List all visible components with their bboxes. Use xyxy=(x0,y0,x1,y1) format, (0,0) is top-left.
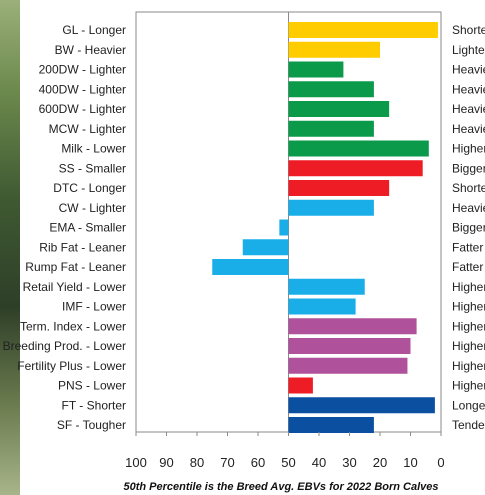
category-label: CW - Lighter xyxy=(59,201,126,215)
direction-label: Heavier xyxy=(452,122,485,136)
direction-label: Bigger xyxy=(452,221,485,235)
direction-label: Fatter xyxy=(452,240,483,254)
x-tick-label: 80 xyxy=(190,455,204,470)
x-tick-label: 60 xyxy=(251,455,265,470)
bar xyxy=(288,377,313,394)
category-label: Milk - Lower xyxy=(61,142,126,156)
x-tick-label: 70 xyxy=(220,455,234,470)
category-label: BW - Heavier xyxy=(55,43,126,57)
x-tick-label: 90 xyxy=(159,455,173,470)
direction-label: Higher xyxy=(452,379,485,393)
left-labels-group: GL - Longer BW - Heavier 200DW - Lighter 40… xyxy=(3,23,126,432)
bar xyxy=(288,278,365,295)
bar xyxy=(288,160,423,177)
bars-group xyxy=(212,22,438,433)
direction-label: Bigger xyxy=(452,161,485,175)
category-label: SF - Tougher xyxy=(57,418,126,432)
category-label: DTC - Longer xyxy=(53,181,126,195)
bar xyxy=(288,41,380,58)
bar xyxy=(288,199,374,216)
direction-label: Higher xyxy=(452,142,485,156)
bar xyxy=(212,259,289,275)
bar xyxy=(288,397,435,414)
x-tick-label: 0 xyxy=(437,455,444,470)
category-label: Term. Index - Lower xyxy=(20,319,126,333)
bar xyxy=(288,338,411,354)
direction-label: Higher xyxy=(452,359,485,373)
direction-label: Shorter xyxy=(452,23,485,37)
category-label: FT - Shorter xyxy=(62,398,126,412)
x-tick-label: 30 xyxy=(342,455,356,470)
background-photo-strip xyxy=(0,0,20,495)
direction-label: Heavier xyxy=(452,102,485,116)
bar xyxy=(288,417,374,433)
category-label: SS - Smaller xyxy=(59,161,126,175)
direction-label: Higher xyxy=(452,339,485,353)
bar xyxy=(288,22,438,38)
x-axis-ticks-group: 100 90 80 70 60 50 40 30 20 10 0 xyxy=(125,432,445,470)
direction-label: Heavier xyxy=(452,63,485,77)
chart-caption: 50th Percentile is the Breed Avg. EBVs f… xyxy=(123,481,438,493)
right-labels-group: Shorter Lighter Heavier Heavier Heavier Heavi… xyxy=(452,23,485,432)
bar xyxy=(288,180,390,196)
direction-label: Shorter xyxy=(452,181,485,195)
direction-label: Fatter xyxy=(452,260,483,274)
x-tick-label: 50 xyxy=(281,455,295,470)
bar xyxy=(288,81,374,98)
bar xyxy=(288,61,344,78)
category-label: 400DW - Lighter xyxy=(39,82,126,96)
bar xyxy=(279,219,289,236)
direction-label: Higher xyxy=(452,280,485,294)
category-label: IMF - Lower xyxy=(62,300,126,314)
x-tick-label: 40 xyxy=(312,455,326,470)
direction-label: Longer xyxy=(452,398,485,412)
x-tick-label: 10 xyxy=(403,455,417,470)
category-label: PNS - Lower xyxy=(58,379,126,393)
direction-label: Lighter xyxy=(452,43,485,57)
direction-label: Heavier xyxy=(452,201,485,215)
category-label: Rump Fat - Leaner xyxy=(25,260,126,274)
bar xyxy=(288,140,429,157)
direction-label: Higher xyxy=(452,319,485,333)
category-label: Fertility Plus - Lower xyxy=(17,359,126,373)
bar xyxy=(288,298,356,315)
direction-label: Higher xyxy=(452,300,485,314)
direction-label: Tender xyxy=(452,418,485,432)
bar xyxy=(288,101,390,117)
category-label: EMA - Smaller xyxy=(49,221,126,235)
bar xyxy=(288,357,408,374)
bar xyxy=(288,318,417,335)
category-label: 200DW - Lighter xyxy=(39,63,126,77)
category-label: 600DW - Lighter xyxy=(39,102,126,116)
category-label: Breeding Prod. - Lower xyxy=(3,339,126,353)
x-tick-label: 20 xyxy=(373,455,387,470)
category-label: MCW - Lighter xyxy=(49,122,126,136)
category-label: GL - Longer xyxy=(62,23,126,37)
bar xyxy=(242,239,289,256)
category-label: Rib Fat - Leaner xyxy=(39,240,126,254)
category-label: Retail Yield - Lower xyxy=(23,280,126,294)
bar xyxy=(288,120,374,137)
direction-label: Heavier xyxy=(452,82,485,96)
x-tick-label: 100 xyxy=(125,455,147,470)
